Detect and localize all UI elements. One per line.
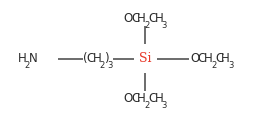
Text: H: H — [18, 52, 26, 65]
Text: (: ( — [83, 52, 88, 65]
Text: 3: 3 — [161, 21, 167, 30]
Text: 2: 2 — [25, 61, 30, 70]
Text: 2: 2 — [144, 101, 150, 110]
Text: H: H — [221, 52, 230, 65]
Text: 3: 3 — [107, 61, 113, 70]
Text: 3: 3 — [228, 61, 234, 70]
Text: C: C — [215, 52, 223, 65]
Text: C: C — [148, 92, 156, 105]
Text: C: C — [148, 12, 156, 25]
Text: H: H — [137, 92, 146, 105]
Text: C: C — [131, 12, 139, 25]
Text: 2: 2 — [144, 21, 150, 30]
Text: C: C — [198, 52, 206, 65]
Text: C: C — [131, 92, 139, 105]
Text: O: O — [190, 52, 200, 65]
Text: H: H — [204, 52, 213, 65]
Text: Si: Si — [139, 52, 152, 65]
Text: N: N — [29, 52, 37, 65]
Text: 2: 2 — [100, 61, 105, 70]
Text: H: H — [154, 92, 163, 105]
Text: H: H — [137, 12, 146, 25]
Text: O: O — [124, 92, 133, 105]
Text: 3: 3 — [161, 101, 167, 110]
Text: H: H — [154, 12, 163, 25]
Text: H: H — [92, 52, 101, 65]
Text: ): ) — [104, 52, 108, 65]
Text: 2: 2 — [211, 61, 216, 70]
Text: C: C — [86, 52, 94, 65]
Text: O: O — [124, 12, 133, 25]
